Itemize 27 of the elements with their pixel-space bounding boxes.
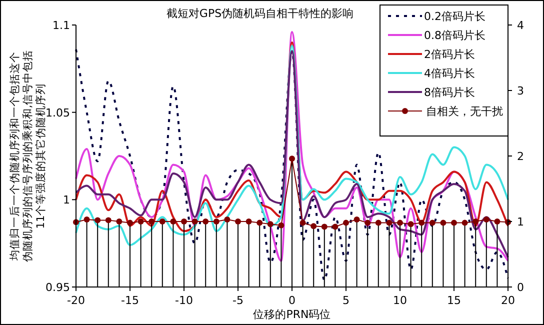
- y2-tick-label: 4: [517, 19, 524, 32]
- x-tick-label: -20: [67, 294, 85, 307]
- legend-label: 2倍码片长: [424, 48, 475, 61]
- x-tick-label: -10: [175, 294, 193, 307]
- y-tick-label: 1: [63, 194, 70, 207]
- y-tick-label: 0.95: [46, 281, 70, 294]
- x-tick-label: 0: [288, 294, 296, 307]
- y2-tick-label: 3: [517, 84, 524, 98]
- x-tick-label: -5: [232, 294, 244, 307]
- legend-label: 4倍码片长: [424, 67, 475, 80]
- x-axis-title: 位移的PRN码位: [253, 308, 331, 321]
- y2-tick-label: 0: [517, 281, 524, 294]
- y2-tick-label: 2: [517, 150, 524, 163]
- x-tick-label: 15: [447, 294, 461, 307]
- legend-label: 0.2倍码片长: [424, 10, 486, 23]
- x-tick-label: 5: [342, 294, 350, 307]
- chart-title: 截短对GPS伪随机码自相干特性的影响: [166, 7, 354, 20]
- x-tick-label: -15: [121, 294, 139, 307]
- x-tick-label: 10: [393, 294, 407, 307]
- y-tick-label: 1.05: [46, 106, 70, 120]
- y-axis-title: 均值归一后一个伪随机序列和一个包括这个伪随机序列的信号序列的乘积和,信号中包括11个等强度的其它伪随机序列: [8, 50, 47, 262]
- legend-label: 8倍码片长: [424, 86, 475, 99]
- legend-label: 0.8倍码片长: [424, 29, 486, 42]
- legend-label: 自相关，无干扰: [426, 105, 503, 118]
- y-tick-label: 1.1: [52, 19, 70, 32]
- x-tick-label: 20: [501, 294, 515, 307]
- y2-tick-label: 1: [517, 216, 524, 228]
